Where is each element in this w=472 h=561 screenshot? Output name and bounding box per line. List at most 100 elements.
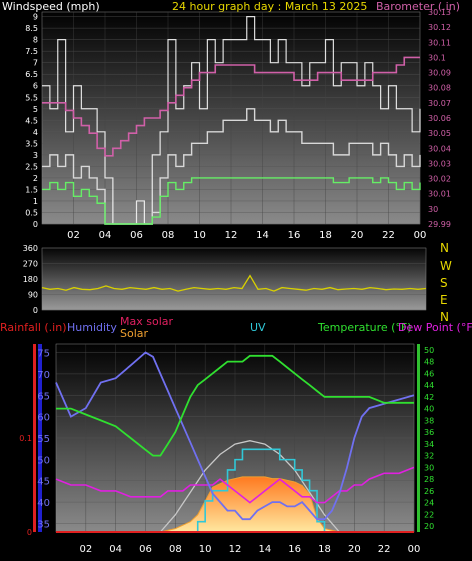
wind-y-tick-label: 8 xyxy=(33,36,38,45)
baro-y-tick-label: 30.08 xyxy=(428,84,451,93)
baro-y-tick-label: 30.07 xyxy=(428,99,451,108)
baro-y-tick-label: 30.06 xyxy=(428,114,451,123)
wind-x-tick-label: 08 xyxy=(162,230,175,241)
wind-x-tick-label: 20 xyxy=(351,230,364,241)
wind-x-tick-label: 16 xyxy=(288,230,301,241)
temp-y-tick-label: 48 xyxy=(424,358,434,367)
baro-y-tick-label: 30.01 xyxy=(428,190,451,199)
wind-direction-series-line xyxy=(41,274,427,292)
baro-y-tick-label: 30.05 xyxy=(428,129,451,138)
humidity-y-tick-label: 65 xyxy=(37,391,50,402)
temp-y-tick-label: 50 xyxy=(424,346,434,355)
dir-y-tick-label: 90 xyxy=(28,291,38,300)
temp-x-tick-label: 10 xyxy=(199,544,212,555)
legend-humidity: Humidity xyxy=(67,321,117,334)
wind-x-tick-label: 12 xyxy=(225,230,238,241)
wind-x-tick-label: 22 xyxy=(382,230,395,241)
dir-y-tick-label: 0 xyxy=(33,306,38,315)
temp-y-tick-label: 36 xyxy=(424,428,434,437)
temp-x-tick-label: 22 xyxy=(378,544,391,555)
baro-y-tick-label: 30.12 xyxy=(428,23,451,32)
wind-x-tick-label: 02 xyxy=(67,230,80,241)
baro-y-tick-label: 30 xyxy=(428,205,438,214)
dir-y-tick-label: 270 xyxy=(23,260,38,269)
baro-y-tick-label: 30.02 xyxy=(428,175,451,184)
legend-rainfall: Rainfall (.in) xyxy=(0,321,67,334)
temp-y-tick-label: 34 xyxy=(424,440,434,449)
maxsolar-series-line xyxy=(159,440,340,533)
chart-title: 24 hour graph day : March 13 2025 xyxy=(172,0,367,13)
humidity-y-tick-label: 50 xyxy=(37,455,50,466)
temp-y-tick-label: 26 xyxy=(424,487,434,496)
wind-y-tick-label: 1.5 xyxy=(25,185,38,194)
wind-y-tick-label: 6.5 xyxy=(25,70,38,79)
wind-x-tick-label: 04 xyxy=(99,230,112,241)
humidity-y-tick-label: 70 xyxy=(37,370,50,381)
gust-series-line xyxy=(42,16,421,225)
temp-y-tick-label: 22 xyxy=(424,510,434,519)
temp-y-tick-label: 32 xyxy=(424,452,434,461)
wind-y-tick-label: 6 xyxy=(33,82,38,91)
legend-maxsolar: Max solar xyxy=(120,315,173,328)
uv-series-line xyxy=(56,448,414,533)
wind-y-tick-label: 5.5 xyxy=(25,93,38,102)
barometer-label: Barometer (.in) xyxy=(376,0,460,13)
barometer-series-line xyxy=(42,56,420,157)
rain-axis-bar xyxy=(38,344,42,532)
windspeed-label: Windspeed (mph) xyxy=(2,0,100,13)
wind-x-tick-label: 00 xyxy=(414,230,427,241)
temp-axis-bar xyxy=(417,344,420,532)
wind-y-tick-label: 7 xyxy=(33,59,38,68)
temp-y-tick-label: 42 xyxy=(424,393,434,402)
temp-y-tick-label: 46 xyxy=(424,369,434,378)
humidity-y-tick-label: 60 xyxy=(37,413,50,424)
humidity-y-tick-label: 35 xyxy=(37,519,50,530)
rain-y-tick-label: 0 xyxy=(27,528,32,537)
wind-y-tick-label: 4.5 xyxy=(25,116,38,125)
temp-x-tick-label: 02 xyxy=(79,544,92,555)
temp-x-tick-label: 14 xyxy=(258,544,271,555)
temp-x-tick-label: 18 xyxy=(318,544,331,555)
dir-label-e: E xyxy=(440,293,448,307)
temp-x-tick-label: 04 xyxy=(109,544,122,555)
wind-x-tick-label: 18 xyxy=(319,230,332,241)
dir-label-s: S xyxy=(440,276,448,290)
wind-y-tick-label: 3 xyxy=(33,151,38,160)
wind-y-tick-label: 3.5 xyxy=(25,139,38,148)
temp-x-tick-label: 08 xyxy=(169,544,182,555)
legend-solar: Solar xyxy=(120,327,149,340)
wind-y-tick-label: 9 xyxy=(33,13,38,22)
wind-y-tick-label: 5 xyxy=(33,105,38,114)
baro-y-tick-label: 30.13 xyxy=(428,8,451,17)
temp-x-tick-label: 12 xyxy=(229,544,242,555)
wind-y-tick-label: 0.5 xyxy=(25,208,38,217)
rain-axis-bar-red xyxy=(33,344,36,532)
legend-dewpoint: Dew Point (°F) xyxy=(398,321,472,334)
baro-y-tick-label: 30.09 xyxy=(428,69,451,78)
wind-y-tick-label: 7.5 xyxy=(25,47,38,56)
wind-y-tick-label: 4 xyxy=(33,128,38,137)
temp-x-tick-label: 16 xyxy=(288,544,301,555)
windspeed-low-series-line xyxy=(42,177,421,225)
temp-y-tick-label: 40 xyxy=(424,405,434,414)
humidity-y-tick-label: 45 xyxy=(37,477,50,488)
baro-y-tick-label: 30.11 xyxy=(428,38,451,47)
temp-y-tick-label: 44 xyxy=(424,381,434,390)
baro-y-tick-label: 29.99 xyxy=(428,220,451,229)
dewpoint-series-line xyxy=(55,466,415,504)
temp-x-tick-label: 06 xyxy=(139,544,152,555)
windspeed-series-line xyxy=(42,108,421,225)
rain-y-tick-label: 0.1 xyxy=(19,434,32,443)
humidity-y-tick-label: 40 xyxy=(37,498,50,509)
wind-y-tick-label: 0 xyxy=(33,220,38,229)
wind-y-tick-label: 2.5 xyxy=(25,162,38,171)
dir-y-tick-label: 360 xyxy=(23,244,38,253)
temp-x-tick-label: 20 xyxy=(348,544,361,555)
wind-x-tick-label: 10 xyxy=(193,230,206,241)
dir-label-n1: N xyxy=(440,241,449,255)
temperature-series-line xyxy=(56,354,414,457)
baro-y-tick-label: 30.1 xyxy=(428,53,446,62)
dir-label-w: W xyxy=(440,259,452,273)
